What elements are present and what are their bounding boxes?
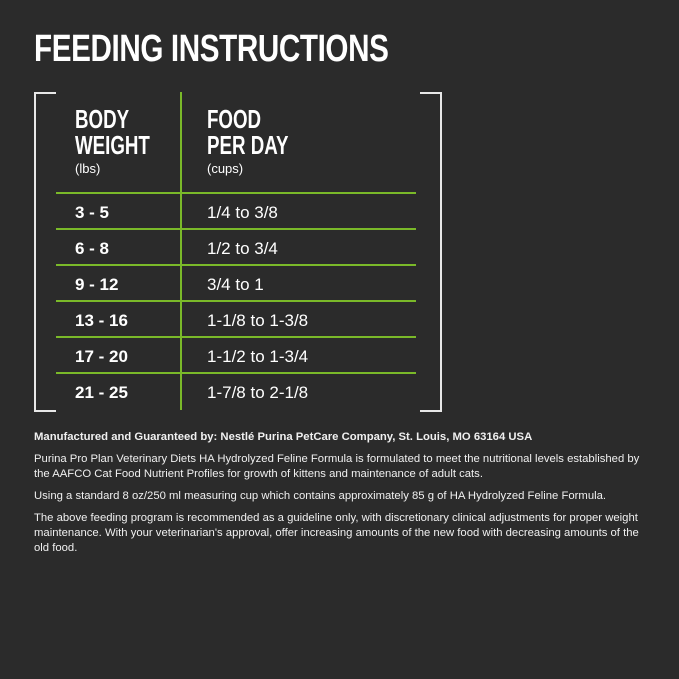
table-row: 13 - 16 1-1/8 to 1-3/8 <box>0 302 420 338</box>
measuring-cup-note: Using a standard 8 oz/250 ml measuring c… <box>34 490 607 502</box>
manufacturer-line: Manufactured and Guaranteed by: Nestlé P… <box>34 431 533 443</box>
header-food-per-day: FOOD PER DAY <box>207 106 289 158</box>
unit-cups: (cups) <box>207 161 244 176</box>
food-cell: 1/2 to 3/4 <box>207 239 278 258</box>
row-divider <box>56 372 416 374</box>
food-cell: 1-7/8 to 2-1/8 <box>207 383 309 402</box>
food-cell: 3/4 to 1 <box>207 275 264 294</box>
page-title: FEEDING INSTRUCTIONS <box>34 28 389 70</box>
left-bracket <box>34 92 56 412</box>
unit-lbs: (lbs) <box>75 161 101 176</box>
header-line: FOOD <box>207 104 262 134</box>
row-divider <box>56 336 416 338</box>
footer-notes: Manufactured and Guaranteed by: Nestlé P… <box>34 430 644 563</box>
header-line: WEIGHT <box>75 130 150 160</box>
table-row: 21 - 25 1-7/8 to 2-1/8 <box>0 374 420 410</box>
row-divider <box>56 228 416 230</box>
weight-cell: 13 - 16 <box>75 311 128 330</box>
right-bracket <box>420 92 442 412</box>
weight-cell: 17 - 20 <box>75 347 128 366</box>
column-divider <box>180 92 182 410</box>
table-row: 3 - 5 1/4 to 3/8 <box>0 194 420 230</box>
weight-cell: 3 - 5 <box>75 203 110 222</box>
weight-cell: 6 - 8 <box>75 239 110 258</box>
weight-cell: 9 - 12 <box>75 275 119 294</box>
food-cell: 1-1/8 to 1-3/8 <box>207 311 309 330</box>
formulation-note: Purina Pro Plan Veterinary Diets HA Hydr… <box>34 453 640 480</box>
food-cell: 1-1/2 to 1-3/4 <box>207 347 309 366</box>
table-row: 9 - 12 3/4 to 1 <box>0 266 420 302</box>
guideline-note: The above feeding program is recommended… <box>34 512 639 554</box>
table-row: 17 - 20 1-1/2 to 1-3/4 <box>0 338 420 374</box>
weight-cell: 21 - 25 <box>75 383 128 402</box>
row-divider <box>56 264 416 266</box>
header-line: BODY <box>75 104 130 134</box>
header-body-weight: BODY WEIGHT <box>75 106 150 158</box>
row-divider <box>56 300 416 302</box>
header-line: PER DAY <box>207 130 289 160</box>
food-cell: 1/4 to 3/8 <box>207 203 278 222</box>
table-row: 6 - 8 1/2 to 3/4 <box>0 230 420 266</box>
row-divider <box>56 192 416 194</box>
